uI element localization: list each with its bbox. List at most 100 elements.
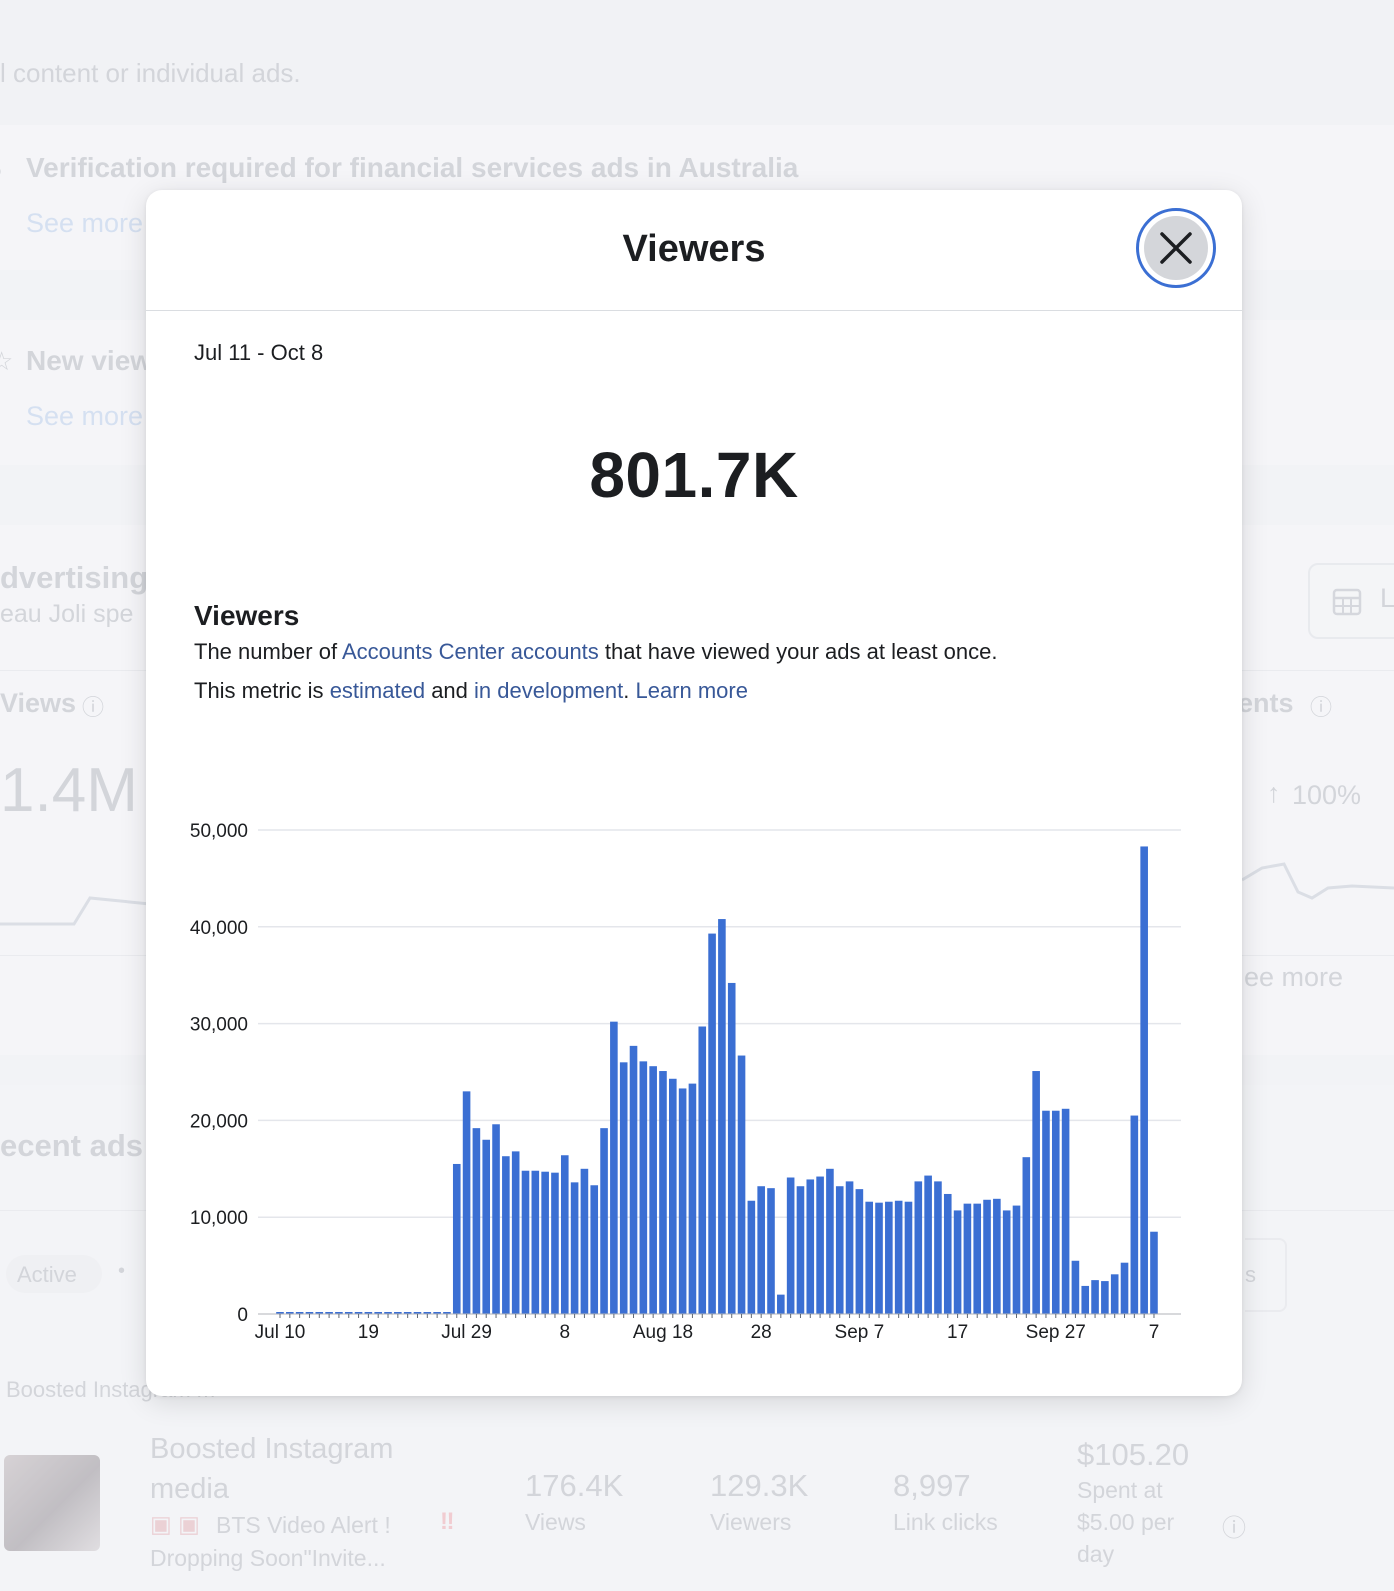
y-tick-label: 50,000: [190, 821, 248, 842]
chart-bar: [953, 1210, 962, 1314]
bg-section-title: dvertising: [0, 560, 149, 595]
estimated-link[interactable]: estimated: [329, 678, 426, 703]
info-icon[interactable]: ⓘ: [1222, 1515, 1246, 1542]
bg-date-picker-button[interactable]: L: [1308, 563, 1394, 639]
chart-bar: [590, 1185, 599, 1314]
chart-bar: [767, 1188, 775, 1314]
chart-bar: [502, 1156, 510, 1314]
bg-notice-2-title: New view: [26, 345, 153, 376]
bg-notice-2-link[interactable]: See more: [26, 401, 144, 431]
chart-bar: [757, 1186, 765, 1314]
y-tick-label: 10,000: [190, 1208, 248, 1229]
chart-bar: [619, 1062, 628, 1314]
bg-notice-1-link[interactable]: See more: [26, 208, 144, 238]
chart-bar: [1091, 1280, 1099, 1314]
bg-stat-viewers-value: 129.3K: [710, 1468, 809, 1503]
bg-views-value: 1.4M: [0, 756, 138, 825]
bg-notice-top: l content or individual ads.: [0, 58, 301, 88]
chart-bar: [845, 1181, 854, 1314]
chart-bar: [894, 1200, 903, 1314]
desc-text: and: [425, 678, 475, 703]
bg-right-metric-change: 100%: [1292, 780, 1362, 810]
chart-bar: [610, 1021, 618, 1314]
chart-bar: [835, 1186, 844, 1314]
chart-bar: [698, 1026, 707, 1314]
date-range: Jul 11 - Oct 8: [194, 340, 324, 365]
bg-filter-active-label: Active: [17, 1262, 77, 1287]
dialog-header: Viewers: [146, 190, 1242, 311]
ad-thumbnail[interactable]: [4, 1455, 100, 1551]
bg-stat-clicks-label: Link clicks: [893, 1509, 998, 1535]
chart-bar: [1101, 1281, 1109, 1314]
chart-bar: [1051, 1110, 1060, 1314]
dialog-title: Viewers: [622, 228, 766, 270]
chart-bar: [639, 1061, 648, 1314]
star-outline-icon: ☆: [0, 346, 14, 376]
chart-bar: [1110, 1274, 1119, 1314]
bg-ad-caption-2: Dropping Soon"Invite...: [150, 1545, 386, 1571]
x-tick-label: 28: [751, 1322, 772, 1343]
chart-bar: [816, 1176, 824, 1314]
chart-bar: [1130, 1115, 1139, 1314]
chart-bar: [1150, 1231, 1158, 1314]
chart-bar: [580, 1168, 589, 1314]
chart-bar: [541, 1171, 549, 1314]
x-tick-label: 19: [358, 1322, 379, 1343]
x-tick-label: Sep 7: [835, 1322, 885, 1343]
bg-date-picker-label: L: [1380, 583, 1394, 613]
bg-stat-spent-l2: $5.00 per: [1077, 1509, 1175, 1535]
chart-bar: [885, 1201, 893, 1314]
chart-bar: [570, 1182, 579, 1314]
chart-bar: [727, 982, 736, 1314]
chart-bar: [973, 1203, 982, 1314]
bg-views-label: Views: [0, 688, 77, 718]
chart-bar: [718, 919, 726, 1314]
chart-bar: [560, 1155, 569, 1314]
total-viewers: 801.7K: [589, 439, 799, 511]
close-button[interactable]: [1136, 208, 1216, 288]
desc-text: The number of: [194, 639, 342, 664]
chart-bar: [865, 1201, 873, 1314]
chart-bar: [1022, 1157, 1031, 1314]
chart-bar: [1081, 1285, 1090, 1314]
chart-bar: [1002, 1210, 1011, 1314]
radio-icon: ○: [0, 155, 3, 187]
bg-ad-title-1[interactable]: Boosted Instagram: [150, 1433, 394, 1465]
info-icon[interactable]: ⓘ: [1310, 695, 1333, 720]
bg-right-see-more[interactable]: ee more: [1244, 962, 1344, 992]
x-tick-label: 8: [559, 1322, 570, 1343]
bg-filter-active[interactable]: Active: [6, 1255, 102, 1293]
chart-bar: [924, 1175, 932, 1314]
chart-bar: [737, 1055, 746, 1314]
chart-bar: [1061, 1108, 1070, 1314]
chart-bar: [1071, 1260, 1080, 1314]
chart-bar: [629, 1045, 638, 1314]
chart-bar: [462, 1091, 471, 1314]
desc-text: that have viewed your ads at least once.: [598, 639, 998, 664]
bg-recent-ads-title: ecent ads: [0, 1128, 144, 1163]
x-tick-label: Sep 27: [1026, 1322, 1086, 1343]
chart-bar: [1120, 1262, 1129, 1314]
viewers-bar-chart: 0 10,000 20,000 30,000 40,000 50,000 Jul 10 19 J…: [190, 821, 1181, 1343]
chart-bar: [472, 1128, 481, 1314]
x-tick-label: Aug 18: [633, 1322, 693, 1343]
bg-ad-title-2[interactable]: media: [150, 1473, 229, 1505]
chart-bar: [993, 1198, 1001, 1314]
metric-heading: Viewers: [194, 600, 300, 631]
learn-more-link[interactable]: Learn more: [635, 678, 748, 703]
chart-bar: [551, 1172, 559, 1314]
info-icon[interactable]: ⓘ: [82, 695, 105, 720]
in-development-link[interactable]: in development: [474, 678, 624, 703]
chart-bar: [1042, 1110, 1050, 1314]
chart-bar: [531, 1170, 540, 1314]
accounts-center-link[interactable]: Accounts Center accounts: [341, 639, 599, 664]
chart-bar: [649, 1066, 657, 1314]
chart-bar: [747, 1200, 756, 1314]
chart-bar: [855, 1189, 864, 1314]
chart-bar: [1032, 1071, 1040, 1314]
bg-section-sub: eau Joli spe: [0, 600, 134, 628]
bg-side-button[interactable]: s: [1245, 1238, 1287, 1312]
y-tick-label: 30,000: [190, 1015, 248, 1036]
bg-stat-clicks-value: 8,997: [893, 1468, 971, 1503]
chart-bar: [983, 1199, 991, 1314]
